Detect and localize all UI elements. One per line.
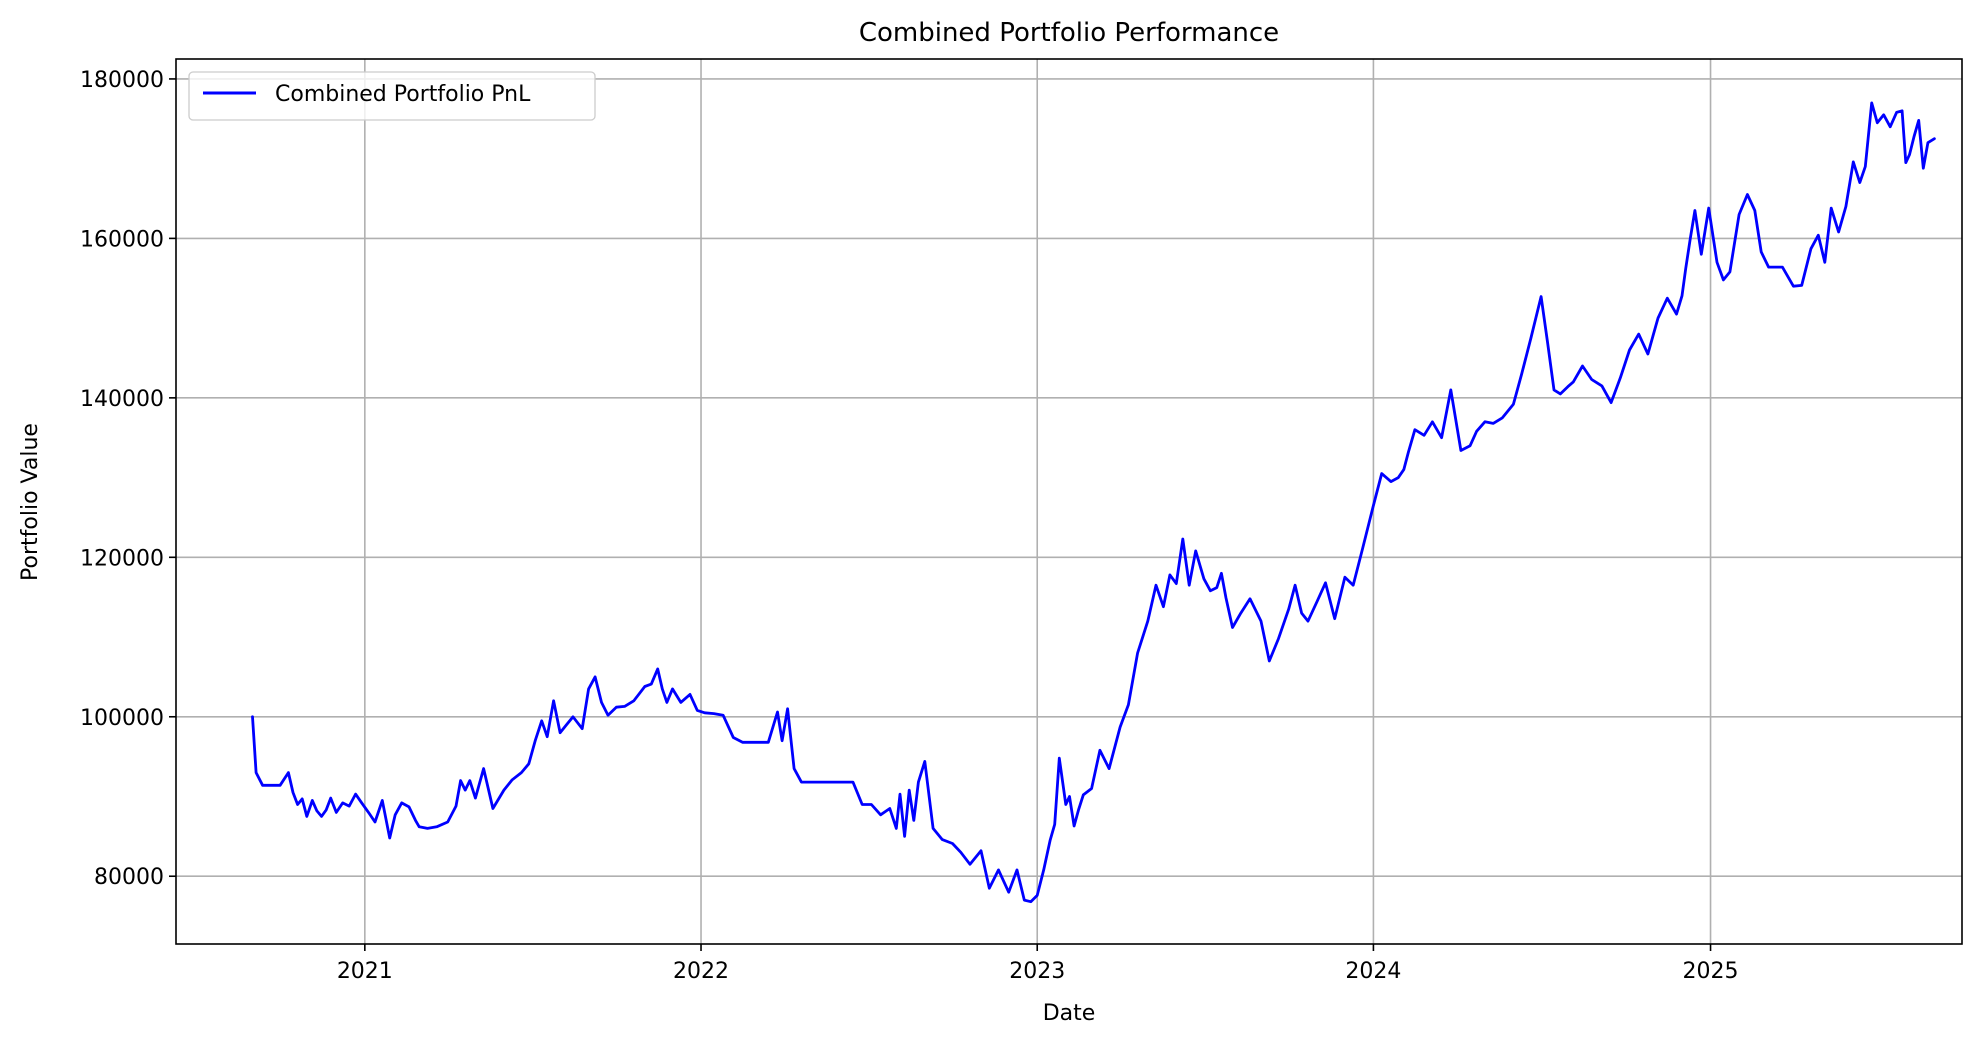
x-tick-label: 2023 [1009, 959, 1065, 984]
x-axis-title: Date [1043, 1001, 1096, 1026]
y-axis-ticks: 80000 100000 120000 140000 160000 180000 [80, 68, 176, 890]
plot-area-frame [175, 58, 1963, 945]
series-layer [251, 101, 1936, 904]
y-tick-label: 180000 [80, 68, 164, 93]
x-tick-label: 2022 [673, 959, 729, 984]
x-tick-label: 2025 [1683, 959, 1739, 984]
x-axis-ticks: 2021 2022 2023 2024 2025 [337, 944, 1739, 984]
grid-lines [176, 59, 1962, 944]
y-tick-label: 140000 [80, 387, 164, 412]
chart-title: Combined Portfolio Performance [859, 18, 1279, 48]
legend: Combined Portfolio PnL [188, 71, 596, 121]
y-tick-label: 80000 [94, 865, 164, 890]
series-line-combined-portfolio-pnl [251, 101, 1936, 904]
y-axis-title: Portfolio Value [18, 423, 43, 581]
legend-box [188, 71, 596, 121]
y-tick-label: 100000 [80, 706, 164, 731]
y-tick-label: 120000 [80, 546, 164, 571]
x-tick-label: 2024 [1345, 959, 1401, 984]
y-tick-label: 160000 [80, 227, 164, 252]
legend-label: Combined Portfolio PnL [275, 82, 531, 107]
x-tick-label: 2021 [337, 959, 393, 984]
